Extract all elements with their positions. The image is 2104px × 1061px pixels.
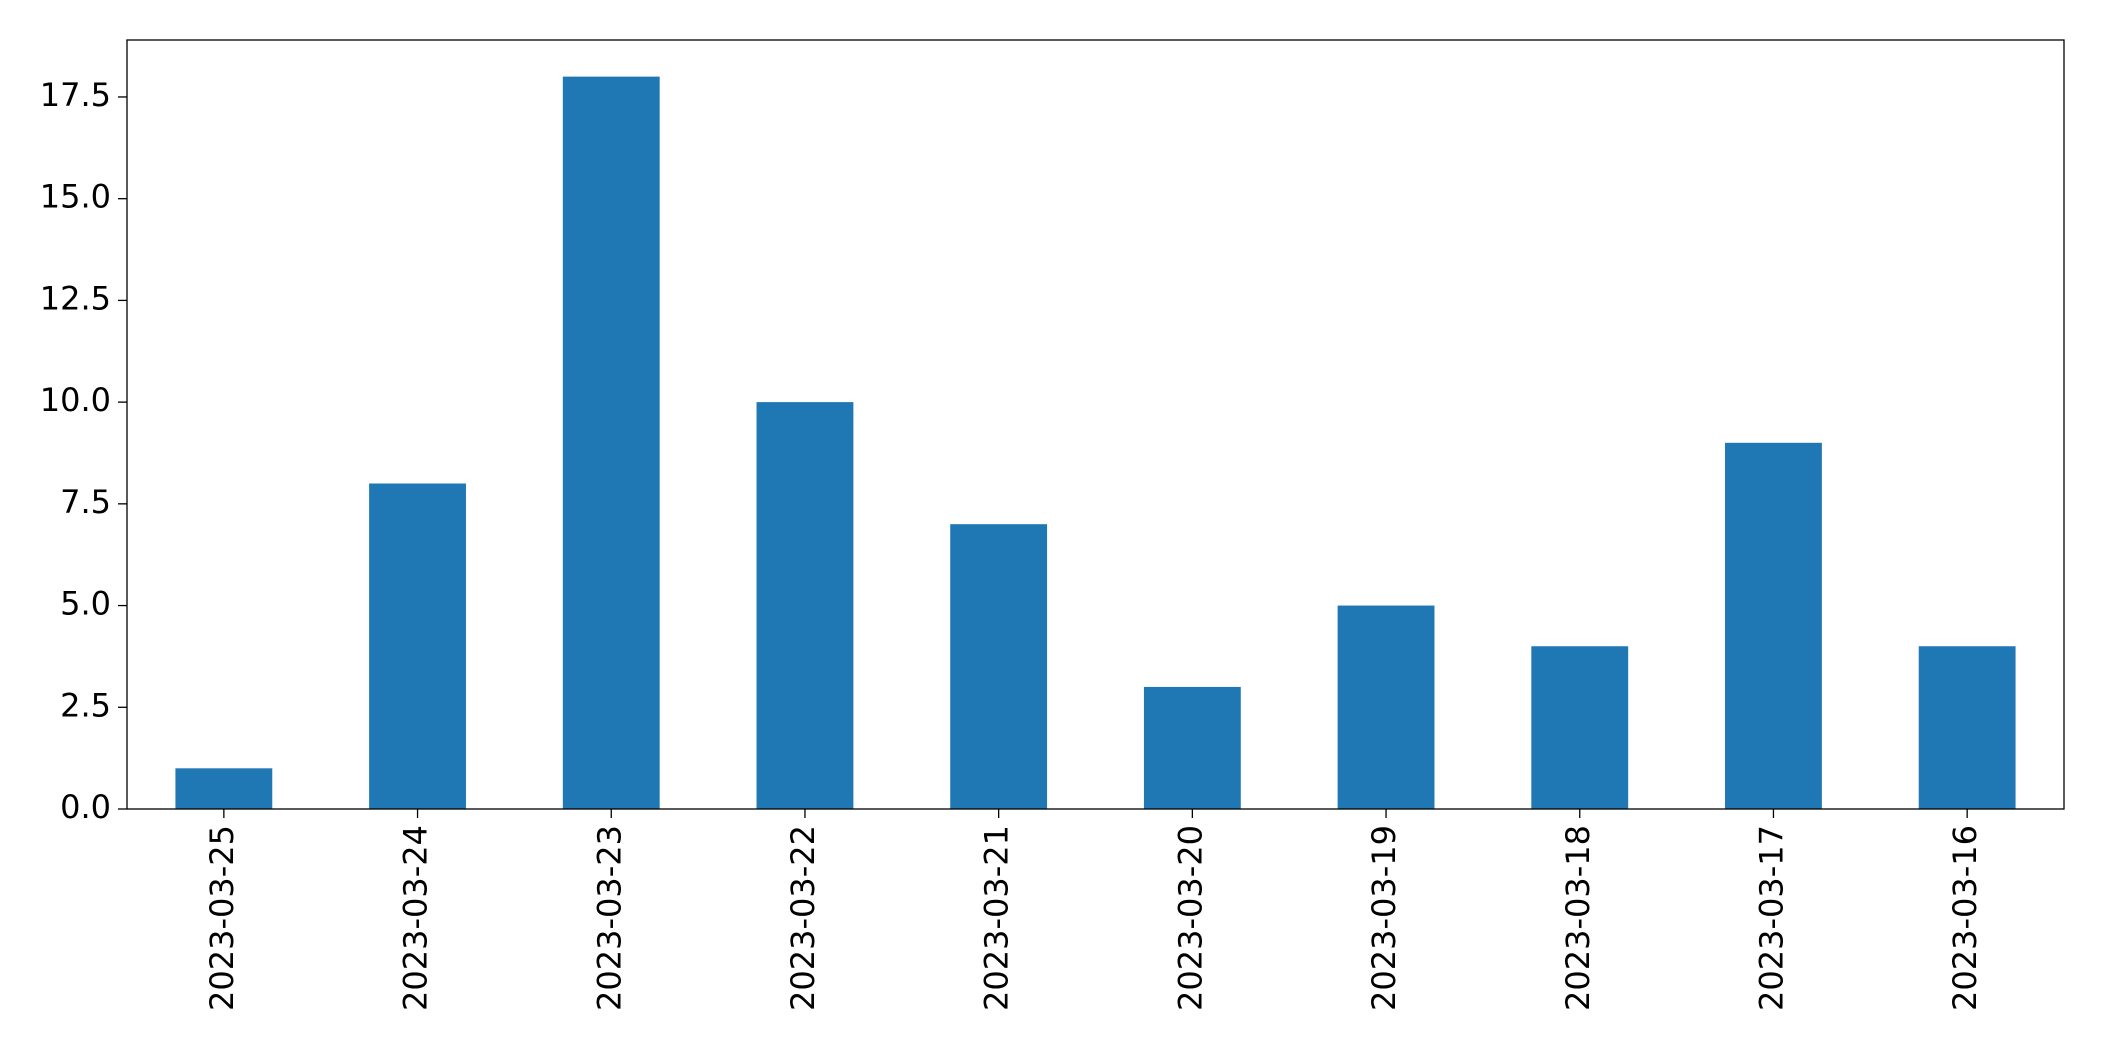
y-tick-label: 0.0 [60, 788, 111, 826]
bar [1725, 442, 1822, 809]
plot-frame [126, 39, 2065, 810]
bar [562, 76, 660, 810]
x-tick-label: 2023-03-24 [397, 825, 435, 1011]
x-tick-label: 2023-03-25 [203, 825, 241, 1011]
y-tick-label: 15.0 [40, 178, 111, 216]
x-tick-label: 2023-03-20 [1171, 825, 1209, 1011]
bar [1918, 646, 2016, 809]
x-tick-label: 2023-03-17 [1752, 825, 1790, 1011]
y-tick-label: 12.5 [40, 279, 111, 317]
x-tick-label: 2023-03-16 [1946, 825, 1984, 1011]
bar [369, 483, 466, 809]
y-tick-label: 17.5 [40, 76, 111, 114]
bar [1143, 686, 1241, 809]
x-tick-label: 2023-03-22 [784, 825, 822, 1011]
y-tick-label: 5.0 [60, 585, 111, 623]
y-tick-label: 10.0 [40, 381, 111, 419]
bar [1531, 646, 1629, 809]
y-tick-label: 2.5 [60, 686, 111, 724]
bar [175, 768, 273, 809]
bar [950, 524, 1048, 809]
x-tick-label: 2023-03-19 [1365, 825, 1403, 1011]
x-tick-label: 2023-03-18 [1559, 825, 1597, 1011]
bar [756, 402, 854, 809]
x-tick-label: 2023-03-23 [590, 825, 628, 1011]
bar [1337, 605, 1435, 809]
y-tick-label: 7.5 [60, 483, 111, 521]
x-tick-label: 2023-03-21 [978, 825, 1016, 1011]
